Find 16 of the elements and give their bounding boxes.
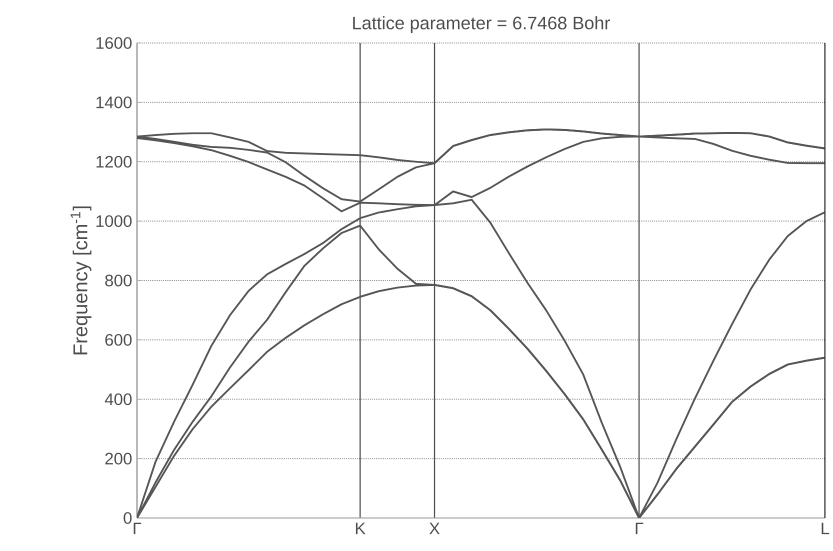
y-tick-label: 800 (105, 274, 132, 286)
x-tick-label: X (429, 522, 440, 534)
y-tick-label: 1000 (96, 215, 132, 228)
x-tick-label: K (356, 522, 366, 534)
chart-title: Lattice parameter = 6.7468 Bohr (353, 16, 610, 33)
y-tick-label: 1400 (96, 96, 132, 108)
y-axis-title: Frequency [cm$^{-1}$] (70, 206, 92, 354)
y-tick-label: 400 (104, 393, 132, 406)
y-tick-label: 1200 (96, 156, 132, 168)
y-tick-label: 600 (105, 334, 132, 346)
y-tick-label: 200 (105, 452, 132, 465)
x-tick-label: Γ (636, 522, 644, 534)
x-tick-label: Γ (134, 522, 142, 534)
y-tick-label: 0 (124, 512, 132, 524)
x-tick-label: L (822, 522, 830, 534)
y-tick-label: 1600 (96, 37, 132, 49)
